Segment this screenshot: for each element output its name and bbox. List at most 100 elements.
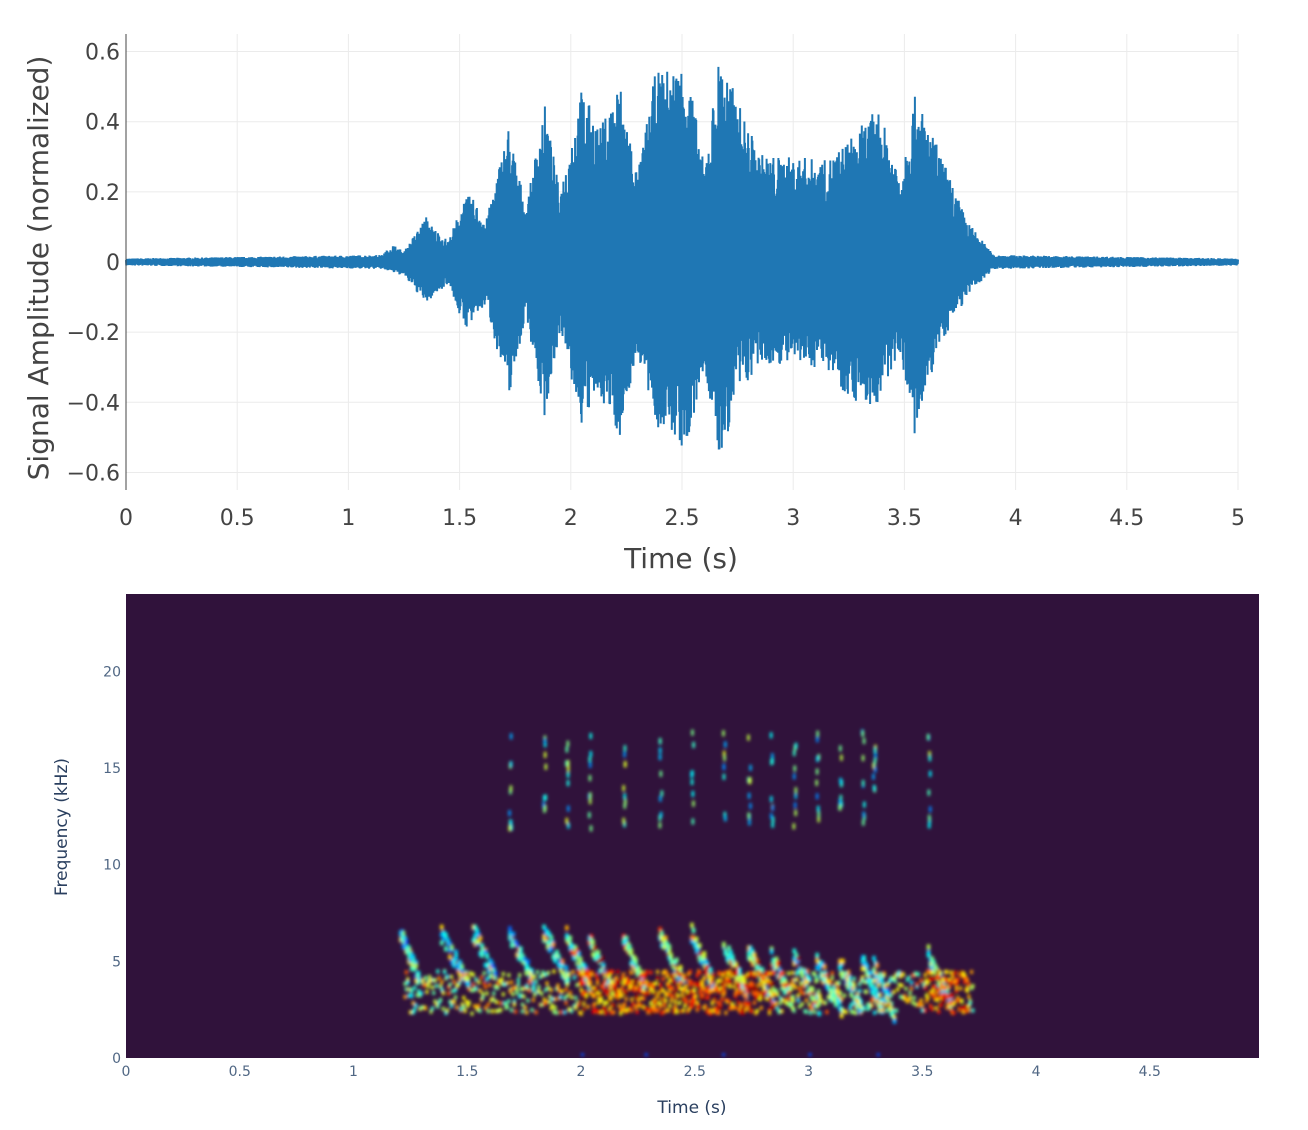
spectrogram-cell xyxy=(863,980,867,985)
spectrogram-cell xyxy=(748,1006,752,1011)
spectrogram-cell xyxy=(546,940,550,946)
spectrogram-cell xyxy=(694,982,698,986)
spectrogram-cell xyxy=(503,982,507,987)
spectrogram-cell xyxy=(591,945,595,951)
spectrogram-cell xyxy=(970,970,974,974)
spectrogram-cell xyxy=(558,958,563,964)
spectrogram-cell xyxy=(728,984,732,989)
spectrogram-cell xyxy=(628,987,632,991)
spectrogram-cell xyxy=(736,966,740,972)
spectrogram-cell xyxy=(601,972,605,976)
spectrogram-cell xyxy=(617,988,621,993)
spectrogram-cell xyxy=(425,989,429,994)
spectrogram-cell xyxy=(547,932,552,938)
spectrogram-cell xyxy=(628,980,632,985)
waveform-y-tick-label: 0.6 xyxy=(85,41,120,66)
spectrogram-cell xyxy=(753,1000,756,1005)
waveform-x-tick-label: 2 xyxy=(564,506,578,531)
spectrogram-cell xyxy=(849,992,853,998)
spectrogram-cell xyxy=(809,986,814,992)
spectrogram-cell xyxy=(940,989,945,995)
spectrogram-x-axis-title: Time (s) xyxy=(656,1098,726,1118)
spectrogram-cell xyxy=(565,817,568,824)
spectrogram-cell xyxy=(961,1010,965,1015)
spectrogram-cell xyxy=(587,982,591,987)
spectrogram-cell xyxy=(589,985,593,990)
spectrogram-cell xyxy=(515,990,519,995)
spectrogram-cell xyxy=(730,956,735,962)
spectrogram-cell xyxy=(591,939,595,945)
spectrogram-cell xyxy=(658,747,662,754)
spectrogram-cell xyxy=(542,1001,546,1006)
spectrogram-cell xyxy=(873,759,877,766)
spectrogram-cell xyxy=(594,951,599,957)
spectrogram-cell xyxy=(638,988,642,993)
spectrogram-cell xyxy=(560,962,565,968)
spectrogram-cell xyxy=(738,982,741,987)
spectrogram-cell xyxy=(796,956,800,961)
spectrogram-cell xyxy=(458,980,462,985)
spectrogram-cell xyxy=(800,970,804,975)
spectrogram-cell xyxy=(914,971,918,976)
spectrogram-cell xyxy=(565,933,569,939)
spectrogram-cell xyxy=(698,943,702,949)
spectrogram-cell xyxy=(589,733,592,739)
spectrogram-cell xyxy=(515,987,519,992)
spectrogram-cell xyxy=(701,979,705,984)
spectrogram-cell xyxy=(582,980,586,985)
spectrogram-cell xyxy=(484,1005,488,1010)
spectrogram-cell xyxy=(450,1003,453,1008)
spectrogram-cell xyxy=(874,994,879,1000)
spectrogram-cell xyxy=(526,959,530,965)
spectrogram-cell xyxy=(855,1005,859,1010)
spectrogram-cell xyxy=(611,981,615,986)
spectrogram-cell xyxy=(839,1013,844,1019)
spectrogram-cell xyxy=(454,955,458,961)
spectrogram-cell xyxy=(690,922,694,928)
spectrogram-cell xyxy=(473,1004,477,1009)
spectrogram-cell xyxy=(839,777,842,784)
spectrogram-cell xyxy=(521,1009,524,1014)
spectrogram-cell xyxy=(701,982,705,987)
spectrogram-cell xyxy=(481,991,485,996)
spectrogram-cell xyxy=(667,982,670,987)
spectrogram-cell xyxy=(849,986,853,991)
spectrogram-cell xyxy=(526,998,530,1003)
spectrogram-cell xyxy=(736,976,740,981)
spectrogram-cell xyxy=(839,971,842,976)
spectrogram-cell xyxy=(815,1004,819,1009)
spectrogram-cell xyxy=(872,784,876,791)
spectrogram-cell xyxy=(792,961,797,967)
spectrogram-cell xyxy=(620,993,624,998)
spectrogram-cell xyxy=(443,969,447,974)
spectrogram-cell xyxy=(720,997,724,1002)
spectrogram-cell xyxy=(542,937,546,943)
spectrogram-cell xyxy=(838,1005,842,1011)
spectrogram-cell xyxy=(792,823,796,830)
spectrogram-cell xyxy=(429,1009,433,1014)
spectrogram-cell xyxy=(768,971,771,976)
waveform-y-tick-label: 0.2 xyxy=(85,181,120,206)
spectrogram-cell xyxy=(717,972,721,977)
spectrogram-cell xyxy=(734,962,738,968)
spectrogram-cell xyxy=(875,993,879,998)
spectrogram-cell xyxy=(522,956,527,962)
spectrogram-cell xyxy=(735,972,739,977)
spectrogram-cell xyxy=(607,979,611,985)
spectrogram-cell xyxy=(876,1053,880,1057)
spectrogram-cell xyxy=(675,973,679,979)
spectrogram-cell xyxy=(430,985,434,990)
spectrogram-cell xyxy=(756,965,761,971)
waveform-x-tick-label: 1 xyxy=(341,506,355,531)
spectrogram-cell xyxy=(512,999,516,1004)
spectrogram-cell xyxy=(661,988,665,993)
spectrogram-cell xyxy=(494,971,498,976)
spectrogram-cell xyxy=(589,934,594,940)
spectrogram-cell xyxy=(768,989,772,994)
spectrogram-cell xyxy=(843,993,847,998)
spectrogram-x-tick-label: 0 xyxy=(122,1064,131,1080)
spectrogram-cell xyxy=(558,964,563,970)
spectrogram-cell xyxy=(949,980,953,985)
spectrogram-cell xyxy=(967,994,971,999)
spectrogram-cell xyxy=(752,959,757,965)
